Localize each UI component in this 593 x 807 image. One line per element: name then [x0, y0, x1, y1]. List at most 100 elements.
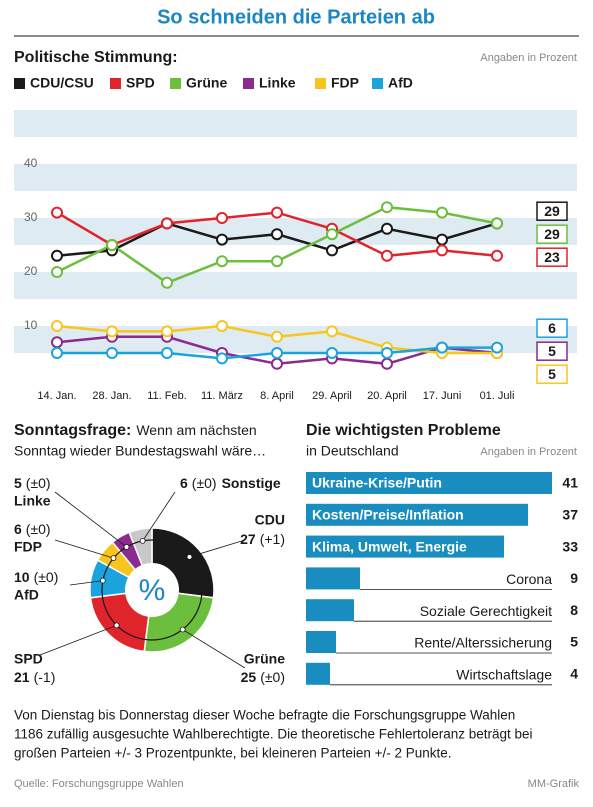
pie-value-label: 6 (±0) Sonstige	[180, 475, 281, 491]
pie-value-label: 10 (±0)	[14, 569, 58, 585]
grid-band	[14, 272, 577, 299]
bar-label: Rente/Alterssicherung	[414, 635, 552, 651]
footer-text: Von Dienstag bis Donnerstag dieser Woche…	[14, 708, 515, 723]
pie-change: (±0)	[26, 475, 51, 491]
legend-label: Grüne	[186, 75, 227, 91]
bar	[306, 472, 552, 494]
source: Quelle: Forschungsgruppe Wahlen	[14, 778, 184, 790]
data-point	[51, 266, 63, 278]
data-point	[161, 276, 173, 289]
data-point	[106, 325, 118, 338]
data-point	[216, 233, 228, 246]
pie-value: 5	[14, 475, 22, 491]
data-point	[436, 341, 448, 354]
leader-line	[182, 629, 246, 669]
legend-swatch	[243, 78, 254, 89]
subtitle-text: Wenn am nächsten	[136, 422, 256, 438]
pie-value: 6	[14, 521, 22, 537]
center-disc	[125, 563, 179, 617]
data-point	[271, 357, 283, 370]
end-label-box	[536, 201, 568, 221]
leader-dot	[113, 622, 120, 629]
chart-title: Die wichtigsten Probleme	[306, 422, 501, 439]
chart-title: Sonntagsfrage: Wenn am nächsten	[14, 422, 257, 440]
footer-text: großen Parteien +/- 3 Prozentpunkte, bei…	[14, 746, 452, 761]
pie-value-label: 25 (±0)	[241, 669, 285, 685]
leader-line	[54, 539, 114, 559]
legend-swatch	[315, 78, 326, 89]
x-tick-label: 11. März	[201, 390, 243, 402]
data-point	[436, 206, 448, 219]
grid-band	[14, 110, 577, 137]
end-label: 29	[544, 203, 560, 219]
data-point	[51, 320, 63, 332]
data-point	[326, 244, 338, 257]
bar	[306, 631, 336, 653]
pie-value-label: 27 (+1)	[240, 531, 285, 547]
legend-swatch	[170, 78, 181, 89]
leader-line	[39, 624, 117, 656]
data-point	[491, 217, 503, 230]
data-point	[381, 222, 393, 235]
bar	[306, 503, 528, 526]
legend-label: FDP	[331, 75, 359, 91]
end-label: 5	[548, 343, 556, 359]
data-point	[271, 206, 283, 219]
x-tick-label: 20. April	[367, 390, 407, 402]
page-title: So schneiden die Parteien ab	[157, 6, 435, 28]
leader-line	[142, 491, 176, 542]
pie-category: AfD	[14, 587, 39, 603]
end-label: 6	[548, 320, 556, 336]
legend-label: AfD	[388, 75, 413, 91]
pie-value: 6	[180, 475, 188, 491]
data-point	[216, 255, 228, 268]
end-label-box	[536, 224, 568, 244]
bar-value: 9	[570, 570, 578, 586]
legend-label: CDU/CSU	[30, 75, 94, 91]
bar	[306, 662, 330, 685]
unit-note: Angaben in Prozent	[480, 52, 577, 64]
legend-label: Linke	[259, 75, 296, 91]
leader-line	[54, 491, 127, 548]
legend-swatch	[110, 78, 121, 89]
data-point	[381, 347, 393, 359]
data-point	[106, 347, 118, 359]
unit-note: Angaben in Prozent	[480, 446, 577, 458]
credit: MM-Grafik	[528, 778, 580, 790]
pie-category: Linke	[14, 493, 51, 509]
pie-value: 27	[240, 531, 256, 547]
data-point	[51, 347, 63, 359]
chart-subtitle: in Deutschland	[306, 443, 399, 459]
pie-value-label: 6 (±0)	[14, 521, 51, 537]
pie-change: (±0)	[260, 669, 285, 685]
pie-value-label: 21 (-1)	[14, 669, 55, 685]
data-point	[216, 320, 228, 332]
leader-dot	[99, 577, 106, 584]
pie-category: SPD	[14, 651, 43, 667]
bar	[306, 567, 360, 590]
data-point	[216, 352, 228, 365]
bar-label: Ukraine-Krise/Putin	[312, 475, 442, 491]
x-tick-label: 17. Juni	[423, 390, 462, 402]
bar-label: Klima, Umwelt, Energie	[312, 538, 467, 554]
bar-label: Corona	[506, 571, 552, 587]
pie-category: Grüne	[244, 651, 285, 667]
data-point	[436, 233, 448, 246]
data-point	[271, 347, 283, 359]
data-point	[51, 206, 63, 219]
pie-value: 10	[14, 569, 30, 585]
pie-value: 25	[241, 669, 257, 685]
pie-change: (±0)	[26, 521, 51, 537]
data-point	[271, 330, 283, 343]
leader-dot	[139, 537, 146, 544]
leader-dot	[179, 626, 186, 633]
legend-label: SPD	[126, 75, 155, 91]
data-point	[216, 212, 228, 224]
end-label: 29	[544, 226, 560, 242]
x-tick-label: 14. Jan.	[37, 390, 76, 402]
end-label-box	[536, 364, 568, 384]
bar-value: 4	[570, 666, 578, 682]
pie-change: (±0)	[34, 569, 59, 585]
pie-change: (-1)	[34, 669, 56, 685]
x-tick-label: 29. April	[312, 390, 352, 402]
